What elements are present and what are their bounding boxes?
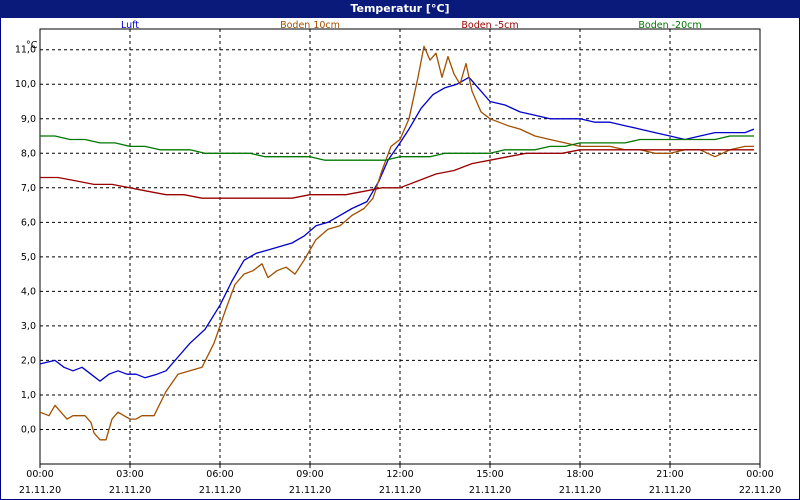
y-tick-label: 6,0	[21, 217, 36, 228]
y-tick-label: 7,0	[21, 183, 36, 194]
y-tick-label: 0,0	[21, 424, 36, 435]
x-tick-date: 21.11.20	[289, 485, 331, 496]
x-tick-time: 21:00	[656, 469, 683, 480]
series-line-luft	[39, 76, 755, 382]
y-tick-label: 8,0	[21, 148, 36, 159]
y-tick-label: 2,0	[21, 355, 36, 366]
series-line-boden-20cm	[40, 135, 754, 161]
x-tick-date: 21.11.20	[469, 485, 511, 496]
x-tick-date: 21.11.20	[379, 485, 421, 496]
x-tick-date: 21.11.20	[649, 485, 691, 496]
window-title: Temperatur [°C]	[0, 0, 800, 18]
y-tick-label: 1,0	[21, 390, 36, 401]
series-lines	[39, 45, 755, 441]
x-tick-time: 09:00	[296, 469, 323, 480]
x-tick-time: 03:00	[116, 469, 143, 480]
x-tick-date: 21.11.20	[559, 485, 601, 496]
y-axis-unit: °C	[26, 40, 38, 51]
legend-item: Luft	[121, 20, 139, 31]
x-tick-time: 18:00	[566, 469, 593, 480]
x-tick-date: 21.11.20	[199, 485, 241, 496]
series-line-boden-5cm	[40, 149, 754, 199]
legend-item: Boden 10cm	[280, 20, 340, 31]
grid	[39, 28, 761, 465]
y-tick-label: 10,0	[15, 79, 36, 90]
legend-item: Boden -20cm	[638, 20, 701, 31]
legend-item: Boden -5cm	[461, 20, 518, 31]
y-tick-label: 5,0	[21, 252, 36, 263]
y-tick-label: 11,0	[15, 45, 36, 56]
y-tick-label: 3,0	[21, 321, 36, 332]
x-tick-date: 21.11.20	[109, 485, 151, 496]
series-line-boden-10cm	[39, 45, 754, 441]
x-tick-time: 15:00	[476, 469, 503, 480]
y-tick-label: 9,0	[21, 114, 36, 125]
y-tick-label: 4,0	[21, 286, 36, 297]
x-tick-time: 00:00	[26, 469, 53, 480]
x-tick-time: 00:00	[746, 469, 773, 480]
x-tick-time: 12:00	[386, 469, 413, 480]
axis-ticks: 0,0 1,0 2,0 3,0 4,0 5,0 6,0 7,0 8,0 9,0 10,0 11,0 00…	[15, 45, 781, 496]
x-tick-date: 21.11.20	[19, 485, 61, 496]
x-tick-date: 22.11.20	[739, 485, 781, 496]
x-tick-time: 06:00	[206, 469, 233, 480]
legend: Luft Boden 10cm Boden -5cm Boden -20cm	[121, 20, 702, 31]
